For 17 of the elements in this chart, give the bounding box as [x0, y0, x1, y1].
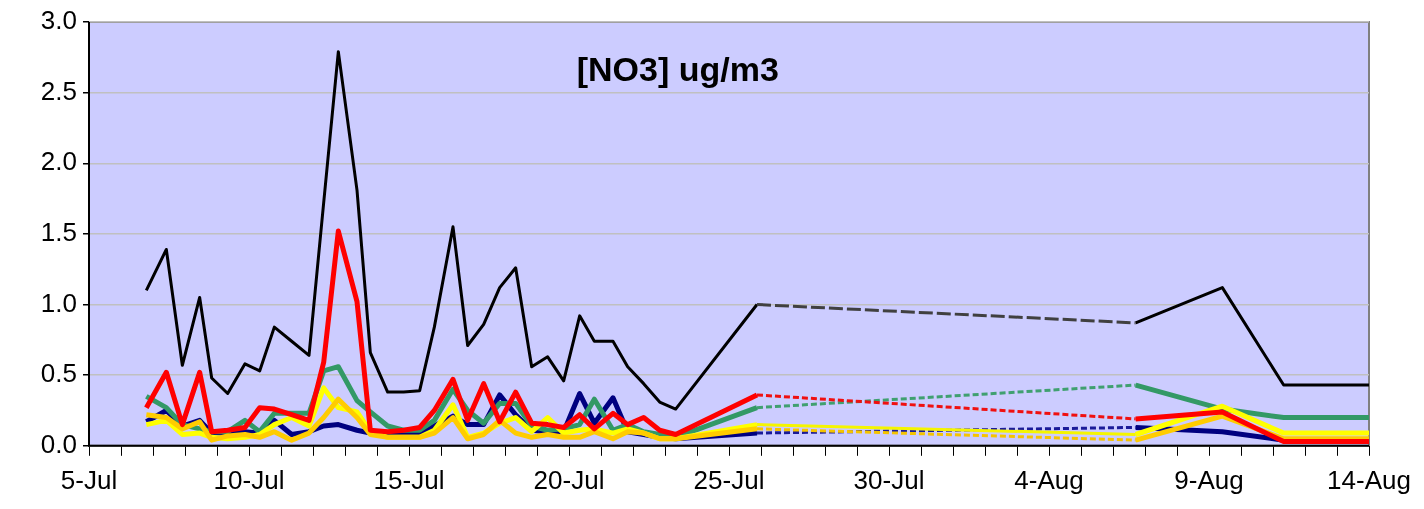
x-tick-label: 30-Jul	[853, 464, 925, 495]
y-tick-label: 0.5	[40, 358, 77, 389]
x-tick-label: 10-Jul	[213, 464, 285, 495]
text: [NO3] ug/m3	[576, 50, 779, 89]
x-tick-label: 15-Jul	[373, 464, 445, 495]
y-tick-label: 0.0	[40, 428, 77, 459]
y-tick-label: 1.0	[40, 287, 77, 318]
x-tick-label: 4-Aug	[1014, 464, 1084, 495]
x-tick-label: 14-Aug	[1327, 464, 1411, 495]
y-tick-label: 2.0	[40, 146, 77, 177]
x-tick-label: 20-Jul	[533, 464, 605, 495]
y-tick-label: 2.5	[40, 75, 77, 106]
x-tick-label: 5-Jul	[60, 464, 118, 495]
x-tick-label: 9-Aug	[1174, 464, 1244, 495]
y-tick-label: 3.0	[40, 5, 77, 36]
x-tick-label: 25-Jul	[693, 464, 765, 495]
y-tick-label: 1.5	[40, 217, 77, 248]
